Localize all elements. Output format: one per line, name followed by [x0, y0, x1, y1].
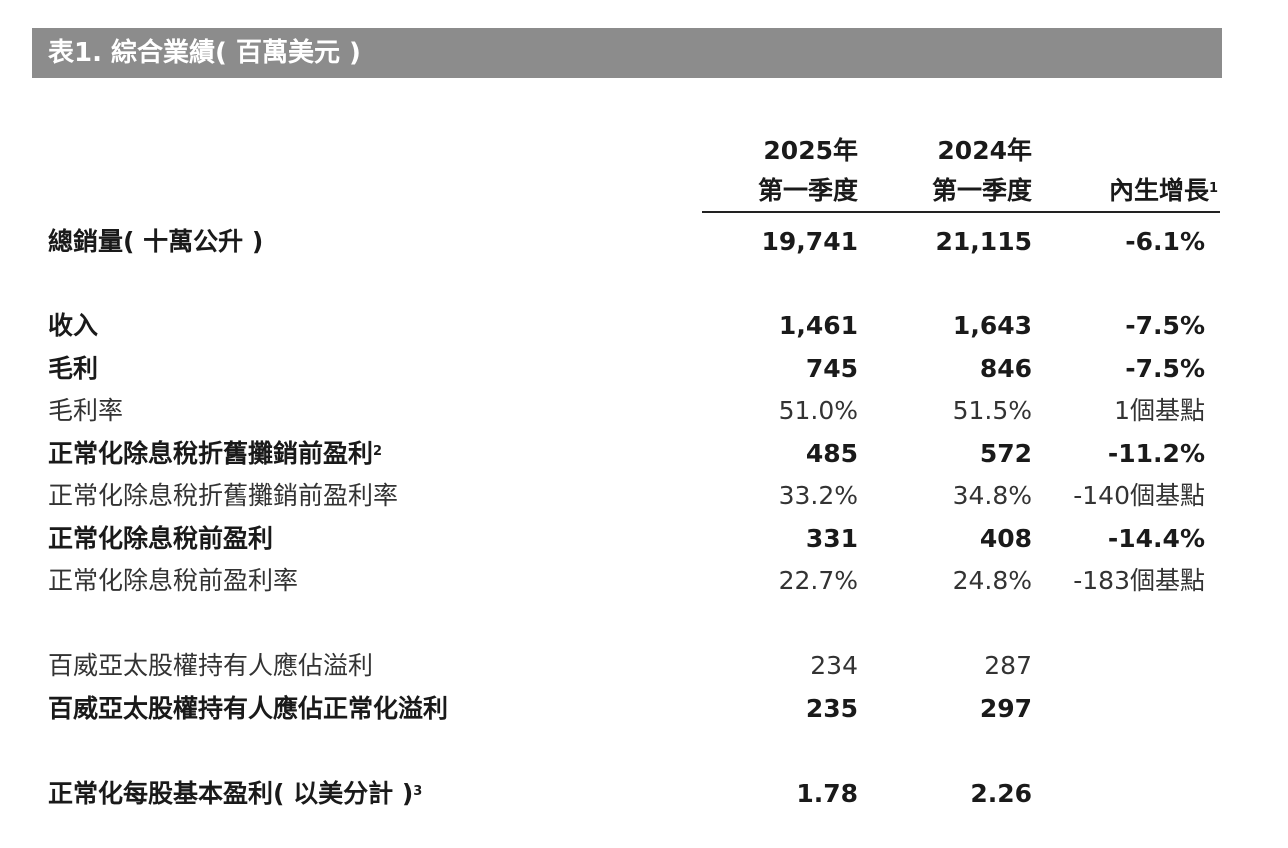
column-header-2025-quarter: 第一季度 [757, 176, 858, 205]
column-header-2024-year: 2024年 [937, 136, 1032, 165]
table-row: 百威亞太股權持有人應佔正常化溢利 235 297 [0, 688, 1288, 730]
row-label: 正常化每股基本盈利( 以美分計 )3 [48, 773, 422, 815]
row-label: 正常化除息稅折舊攤銷前盈利2 [48, 433, 382, 475]
value-2024-q1: 2.26 [970, 779, 1032, 808]
column-header-2024-quarter: 第一季度 [931, 176, 1032, 205]
value-2024-q1: 408 [979, 524, 1032, 553]
footnote-marker: 2 [373, 444, 383, 459]
column-header-2024-q1: 2024年 第一季度 [932, 131, 1032, 211]
column-header-organic-growth-label: 內生增長 [1108, 176, 1209, 205]
value-2024-q1: 846 [979, 354, 1032, 383]
value-2025-q1: 235 [805, 694, 858, 723]
row-label-text: 正常化除息稅折舊攤銷前盈利率 [48, 481, 399, 510]
value-2024-q1: 287 [984, 651, 1032, 680]
row-label-text: 正常化除息稅前盈利率 [48, 566, 299, 595]
table-row: 正常化除息稅前盈利 331 408 -14.4% [0, 518, 1288, 560]
row-label-text: 收入 [48, 311, 99, 340]
row-label-text: 正常化除息稅折舊攤銷前盈利 [48, 439, 374, 468]
row-label-text: 百威亞太股權持有人應佔正常化溢利 [48, 694, 449, 723]
value-2025-q1: 234 [810, 651, 858, 680]
column-header-organic-growth: 內生增長1 [1109, 171, 1218, 211]
value-2024-q1: 34.8% [952, 481, 1032, 510]
value-organic-growth: -7.5% [1125, 311, 1205, 340]
column-header-2025-year: 2025年 [763, 136, 858, 165]
value-organic-growth: -183個基點 [1073, 566, 1205, 595]
header-underline [702, 211, 1220, 213]
row-label-text: 百威亞太股權持有人應佔溢利 [48, 651, 374, 680]
table-row: 總銷量( 十萬公升 ) 19,741 21,115 -6.1% [0, 221, 1288, 263]
value-2025-q1: 331 [805, 524, 858, 553]
row-label-text: 毛利率 [48, 396, 124, 425]
row-label: 總銷量( 十萬公升 ) [48, 221, 263, 263]
value-2024-q1: 1,643 [952, 311, 1032, 340]
table-row: 正常化除息稅折舊攤銷前盈利率 33.2% 34.8% -140個基點 [0, 475, 1288, 517]
value-organic-growth: -14.4% [1107, 524, 1205, 553]
row-label-text: 正常化除息稅前盈利 [48, 524, 274, 553]
row-label: 百威亞太股權持有人應佔正常化溢利 [48, 688, 448, 730]
value-2025-q1: 485 [805, 439, 858, 468]
value-2025-q1: 33.2% [778, 481, 858, 510]
row-label: 收入 [48, 305, 98, 347]
column-header-2025-q1: 2025年 第一季度 [758, 131, 858, 211]
value-2025-q1: 51.0% [778, 396, 858, 425]
table-title: 表1. 綜合業績( 百萬美元 ) [48, 38, 361, 68]
value-2025-q1: 1.78 [796, 779, 858, 808]
value-organic-growth: -140個基點 [1073, 481, 1205, 510]
value-organic-growth: -7.5% [1125, 354, 1205, 383]
table-row: 正常化除息稅折舊攤銷前盈利2 485 572 -11.2% [0, 433, 1288, 475]
row-label: 正常化除息稅折舊攤銷前盈利率 [48, 475, 398, 517]
row-label: 正常化除息稅前盈利 [48, 518, 273, 560]
row-label-text: 正常化每股基本盈利( 以美分計 ) [48, 779, 414, 808]
value-organic-growth: -6.1% [1125, 227, 1205, 256]
value-2025-q1: 1,461 [778, 311, 858, 340]
footnote-marker: 3 [413, 784, 423, 799]
value-2025-q1: 745 [805, 354, 858, 383]
row-label-text: 毛利 [48, 354, 99, 383]
table-row: 百威亞太股權持有人應佔溢利 234 287 [0, 645, 1288, 687]
value-organic-growth: 1個基點 [1114, 396, 1205, 425]
table-row: 正常化每股基本盈利( 以美分計 )3 1.78 2.26 [0, 773, 1288, 815]
value-2025-q1: 22.7% [778, 566, 858, 595]
value-2024-q1: 51.5% [952, 396, 1032, 425]
row-label: 百威亞太股權持有人應佔溢利 [48, 645, 373, 687]
table-row: 毛利 745 846 -7.5% [0, 348, 1288, 390]
table-row: 毛利率 51.0% 51.5% 1個基點 [0, 390, 1288, 432]
table-row: 收入 1,461 1,643 -7.5% [0, 305, 1288, 347]
value-organic-growth: -11.2% [1107, 439, 1205, 468]
value-2024-q1: 24.8% [952, 566, 1032, 595]
value-2024-q1: 21,115 [935, 227, 1032, 256]
value-2024-q1: 572 [979, 439, 1032, 468]
value-2024-q1: 297 [979, 694, 1032, 723]
table-row: 正常化除息稅前盈利率 22.7% 24.8% -183個基點 [0, 560, 1288, 602]
row-label: 毛利率 [48, 390, 123, 432]
value-2025-q1: 19,741 [761, 227, 858, 256]
footnote-marker: 1 [1208, 181, 1218, 196]
row-label: 毛利 [48, 348, 98, 390]
table-title-bar: 表1. 綜合業績( 百萬美元 ) [32, 28, 1222, 78]
row-label: 正常化除息稅前盈利率 [48, 560, 298, 602]
row-label-text: 總銷量( 十萬公升 ) [48, 227, 264, 256]
